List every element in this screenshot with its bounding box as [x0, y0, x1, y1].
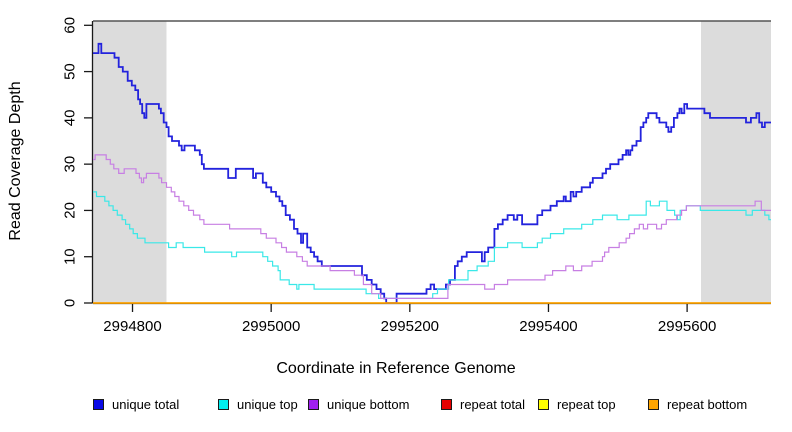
- unique-top-swatch-icon: [218, 398, 229, 410]
- legend-item-unique-total: unique total: [93, 396, 180, 412]
- svg-text:50: 50: [62, 63, 79, 80]
- svg-text:2995200: 2995200: [381, 318, 439, 335]
- svg-text:10: 10: [62, 248, 79, 265]
- repeat-top-swatch-icon: [538, 398, 549, 410]
- legend-label: unique total: [112, 396, 180, 412]
- svg-text:20: 20: [62, 202, 79, 219]
- legend: unique total unique top unique bottom re…: [0, 397, 792, 413]
- unique-total-swatch-icon: [93, 398, 104, 410]
- legend-item-unique-bottom: unique bottom: [308, 396, 410, 412]
- legend-item-repeat-total: repeat total: [441, 396, 526, 412]
- svg-text:60: 60: [62, 17, 79, 34]
- unique-bottom-swatch-icon: [308, 398, 319, 410]
- svg-text:2994800: 2994800: [103, 318, 161, 335]
- svg-text:2995600: 2995600: [658, 318, 716, 335]
- legend-label: unique top: [237, 396, 298, 412]
- legend-label: repeat bottom: [667, 396, 748, 412]
- legend-label: repeat top: [557, 396, 616, 412]
- legend-item-repeat-bottom: repeat bottom: [648, 396, 748, 412]
- svg-text:2995000: 2995000: [242, 318, 300, 335]
- svg-text:0: 0: [62, 299, 79, 307]
- repeat-total-swatch-icon: [441, 398, 452, 410]
- legend-label: unique bottom: [327, 396, 410, 412]
- legend-label: repeat total: [460, 396, 526, 412]
- legend-item-unique-top: unique top: [218, 396, 298, 412]
- y-axis-title: Read Coverage Depth: [7, 81, 24, 241]
- x-axis-title: Coordinate in Reference Genome: [276, 360, 516, 377]
- svg-text:40: 40: [62, 110, 79, 127]
- svg-text:30: 30: [62, 156, 79, 173]
- legend-item-repeat-top: repeat top: [538, 396, 616, 412]
- repeat-bottom-swatch-icon: [648, 398, 659, 410]
- svg-text:2995400: 2995400: [519, 318, 577, 335]
